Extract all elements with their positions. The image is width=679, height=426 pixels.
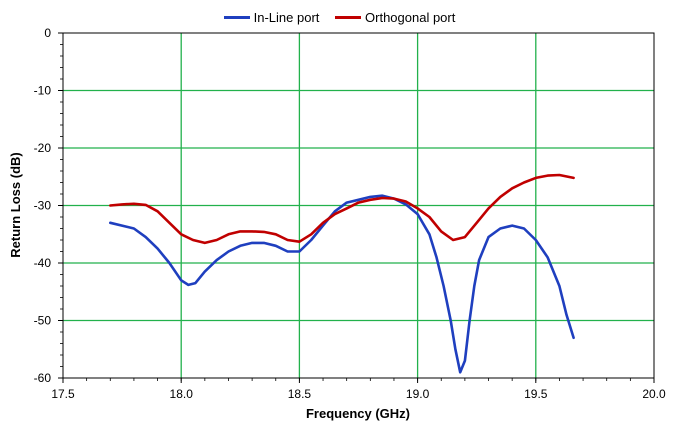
x-tick-label: 18.5 — [288, 387, 312, 401]
y-tick-label: 0 — [44, 26, 51, 40]
legend: In-Line port Orthogonal port — [0, 7, 679, 25]
legend-swatch-orthogonal — [335, 16, 362, 19]
y-tick-label: -10 — [34, 84, 52, 98]
grid — [58, 32, 655, 383]
y-axis-label: Return Loss (dB) — [8, 152, 23, 257]
y-tick-label: -40 — [34, 256, 52, 270]
y-tick-label: -30 — [34, 199, 52, 213]
legend-label-inline: In-Line port — [253, 10, 320, 25]
x-tick-label: 20.0 — [642, 387, 666, 401]
x-tick-label: 19.5 — [524, 387, 548, 401]
y-tick-label: -20 — [34, 141, 52, 155]
series-lines — [109, 173, 575, 374]
legend-label-orthogonal: Orthogonal port — [365, 10, 456, 25]
x-tick-label: 17.5 — [51, 387, 75, 401]
y-tick-label: -50 — [34, 314, 52, 328]
plot-frame — [62, 32, 655, 379]
x-tick-label: 18.0 — [170, 387, 194, 401]
legend-item-orthogonal: Orthogonal port — [335, 10, 455, 25]
x-axis-label: Frequency (GHz) — [306, 406, 410, 421]
x-tick-label: 19.0 — [406, 387, 430, 401]
legend-item-inline: In-Line port — [223, 10, 320, 25]
tick-labels: 17.5 18.0 18.5 19.0 19.5 20.0 0 -10 -20 -30 -40 -50… — [34, 26, 666, 401]
y-tick-label: -60 — [34, 371, 52, 385]
series-line-orthogonal-port — [109, 173, 575, 245]
series-line-inline-port — [109, 194, 575, 374]
legend-swatch-inline — [223, 16, 250, 19]
